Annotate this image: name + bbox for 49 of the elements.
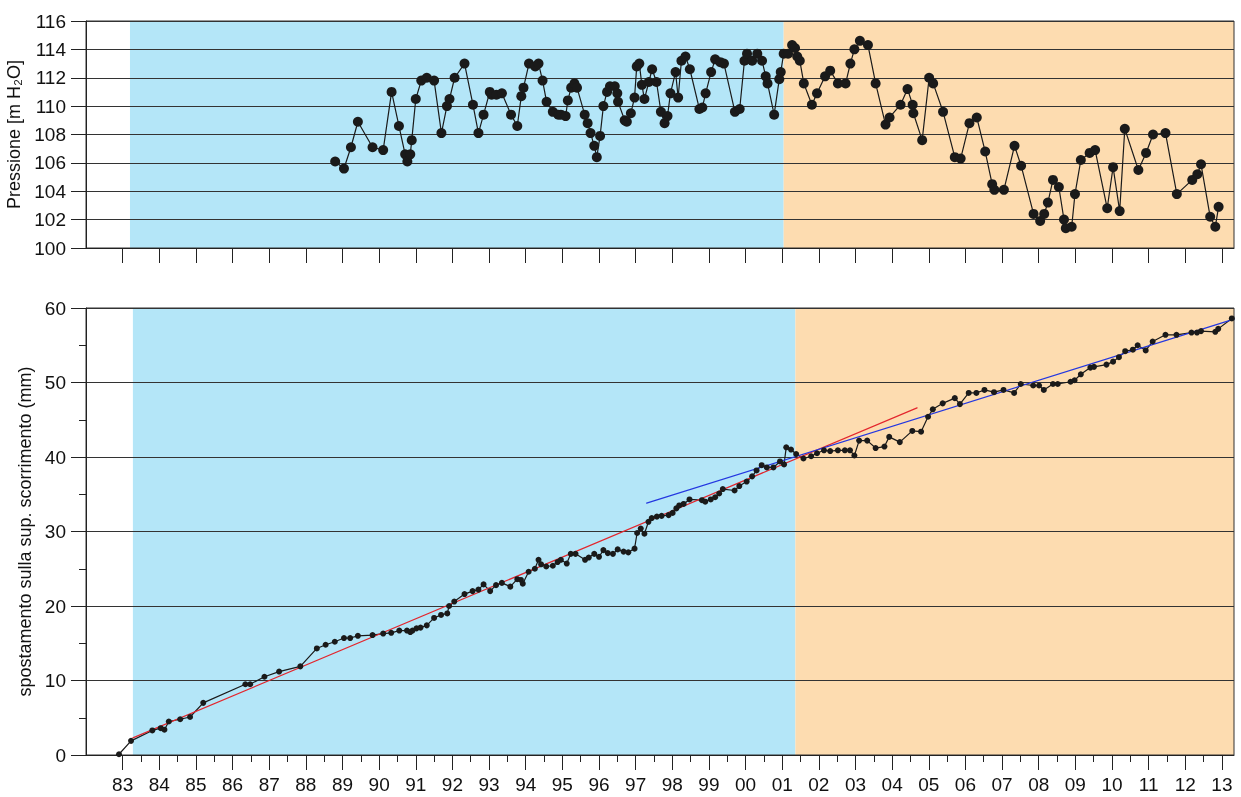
x-tick-label: 95 [551, 774, 573, 795]
x-tick-label: 94 [515, 774, 537, 795]
x-tick-label: 07 [991, 774, 1013, 795]
y-tick-label: 110 [35, 95, 66, 117]
y-tick-label: 50 [44, 372, 66, 393]
y-tick-label: 60 [44, 297, 66, 319]
y-tick-label: 10 [44, 670, 66, 691]
x-tick-label: 13 [1211, 774, 1233, 795]
x-tick-label: 08 [1028, 774, 1050, 795]
x-tick-label: 93 [478, 774, 500, 795]
x-tick-label: 00 [734, 774, 757, 795]
x-tick-label: 99 [698, 774, 720, 795]
x-tick-label: 92 [441, 774, 463, 795]
x-tick-label: 89 [331, 774, 354, 795]
x-tick-label: 06 [954, 774, 976, 795]
y-tick-label: 0 [55, 744, 66, 766]
x-tick-label: 12 [1174, 774, 1196, 795]
x-tick-label: 87 [258, 774, 280, 795]
x-tick-label: 84 [148, 774, 171, 795]
y-tick-label: 108 [34, 124, 66, 145]
x-tick-label: 01 [771, 774, 793, 795]
y-tick-label: 30 [44, 521, 66, 542]
x-tick-label: 02 [808, 774, 830, 795]
y-tick-label: 114 [35, 38, 67, 60]
y-tick-label: 112 [35, 67, 66, 89]
x-tick-label: 91 [405, 774, 427, 795]
y-tick-label: 40 [44, 446, 66, 468]
x-tick-label: 88 [295, 774, 317, 795]
x-tick-label: 10 [1101, 774, 1123, 795]
y-tick-label: 100 [34, 237, 66, 259]
x-tick-label: 85 [185, 774, 207, 795]
x-tick-label: 09 [1064, 774, 1086, 795]
y-tick-label: 116 [35, 10, 66, 32]
x-tick-label: 98 [661, 774, 683, 795]
x-tick-label: 96 [588, 774, 610, 795]
y-axis-title: spostamento sulla sup. scorrimento (mm) [14, 366, 35, 697]
x-tick-label: 97 [625, 774, 647, 795]
x-tick-label: 86 [222, 774, 244, 795]
y-tick-label: 104 [34, 180, 67, 202]
x-tick-label: 90 [368, 774, 390, 795]
y-tick-label: 102 [34, 209, 66, 231]
y-axis-title: Pressione [m H₂O] [4, 59, 25, 210]
x-tick-label: 05 [918, 774, 940, 795]
x-tick-label: 04 [881, 774, 904, 795]
y-tick-label: 20 [44, 595, 66, 617]
x-tick-label: 11 [1138, 774, 1159, 795]
x-tick-label: 83 [112, 774, 134, 795]
y-tick-label: 106 [34, 152, 66, 174]
x-tick-label: 03 [844, 774, 867, 795]
